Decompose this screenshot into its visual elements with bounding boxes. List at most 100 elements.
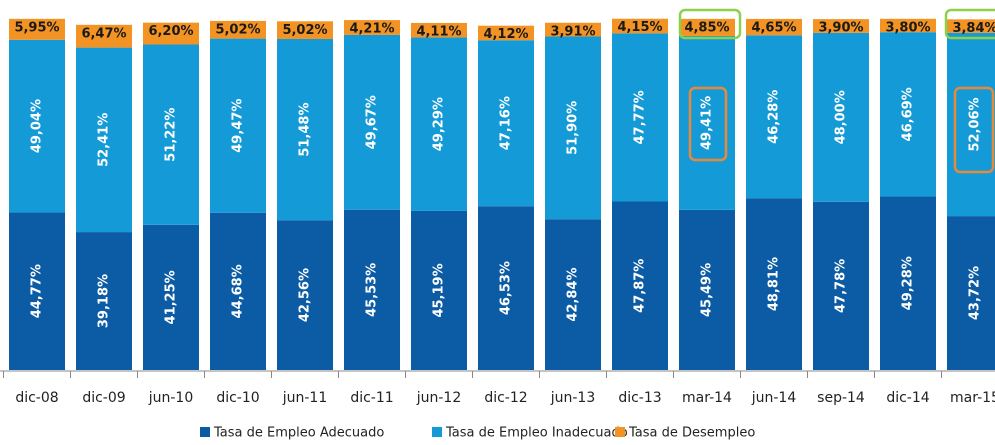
data-label: 4,12%: [483, 27, 528, 42]
bar-segment: [478, 206, 534, 370]
data-label: 49,04%: [30, 99, 45, 153]
bar-segment: [679, 18, 735, 36]
x-tick-label: dic-12: [484, 390, 527, 406]
bar-segment: [612, 201, 668, 370]
x-tick-label: jun-11: [282, 390, 328, 406]
x-tick-label: jun-14: [751, 390, 797, 406]
bar-segment: [679, 209, 735, 370]
bar-segment: [9, 212, 65, 370]
data-label: 49,29%: [432, 97, 447, 151]
highlight-box: [688, 86, 728, 162]
data-label: 47,16%: [499, 96, 514, 150]
data-label: 3,84%: [952, 21, 995, 36]
data-label: 51,48%: [298, 103, 313, 157]
data-label: 46,28%: [767, 90, 782, 144]
bar-segment: [76, 232, 132, 370]
bar-segment: [746, 35, 802, 199]
data-label: 3,80%: [885, 20, 930, 35]
bar-segment: [76, 47, 132, 233]
bar-segment: [478, 40, 534, 207]
data-label: 49,28%: [901, 256, 916, 310]
bar-segment: [277, 220, 333, 370]
bar-segment: [813, 32, 869, 202]
legend-swatch: [200, 427, 210, 437]
bar-segment: [210, 38, 266, 213]
data-label: 46,53%: [499, 261, 514, 315]
data-label: 3,91%: [550, 24, 595, 39]
bar-segment: [880, 32, 936, 197]
legend-label: Tasa de Empleo Inadecuado: [445, 426, 628, 441]
data-label: 52,06%: [968, 97, 983, 151]
x-tick-label: dic-09: [82, 390, 125, 406]
bar-segment: [210, 20, 266, 39]
bar-segment: [9, 39, 65, 213]
bar-segment: [76, 24, 132, 48]
bar-segment: [545, 219, 601, 370]
data-label: 5,02%: [282, 23, 327, 38]
bar-segment: [143, 224, 199, 370]
data-label: 6,20%: [148, 24, 193, 39]
data-label: 45,49%: [700, 263, 715, 317]
highlights: [678, 8, 995, 174]
data-label: 4,65%: [751, 20, 796, 35]
bar-segment: [746, 198, 802, 370]
data-label: 5,02%: [215, 22, 260, 37]
data-label: 51,90%: [566, 101, 581, 155]
highlight-box: [678, 8, 742, 40]
legend-label: Tasa de Desempleo: [628, 426, 755, 441]
data-label: 3,90%: [818, 21, 863, 36]
bar-segment: [947, 19, 995, 33]
bar-segment: [545, 22, 601, 37]
bar-segment: [813, 201, 869, 370]
data-label: 49,67%: [365, 95, 380, 149]
x-tick-label: mar-15: [950, 390, 995, 406]
data-label: 5,95%: [14, 20, 59, 35]
legend-label: Tasa de Empleo Adecuado: [213, 426, 384, 441]
bar-segment: [612, 18, 668, 34]
bar-segment: [143, 44, 199, 225]
data-label: 51,22%: [164, 108, 179, 162]
bar-segment: [411, 37, 467, 211]
x-tick-label: dic-13: [618, 390, 661, 406]
x-tick-label: jun-13: [550, 390, 596, 406]
bar-segment: [612, 33, 668, 202]
x-tick-label: sep-14: [817, 390, 865, 406]
data-label: 6,47%: [81, 26, 126, 41]
data-label: 48,00%: [834, 90, 849, 144]
data-label: 44,77%: [30, 264, 45, 318]
bar-segment: [545, 36, 601, 220]
x-tick-label: dic-08: [15, 390, 58, 406]
data-label: 47,77%: [633, 90, 648, 144]
data-label: 42,56%: [298, 268, 313, 322]
data-label: 49,47%: [231, 99, 246, 153]
highlight-box: [944, 8, 995, 40]
data-label: 4,85%: [684, 20, 729, 35]
highlight-box: [953, 86, 995, 174]
bar-segment: [210, 212, 266, 370]
data-label: 52,41%: [97, 113, 112, 167]
data-label: 4,21%: [349, 22, 394, 37]
bar-segment: [143, 22, 199, 45]
bar-segment: [411, 22, 467, 38]
data-label: 47,87%: [633, 259, 648, 313]
data-label: 45,53%: [365, 263, 380, 317]
legend-swatch: [615, 427, 625, 437]
data-label: 45,19%: [432, 263, 447, 317]
bar-segment: [478, 25, 534, 41]
data-label: 4,11%: [416, 24, 461, 39]
bar-segment: [277, 38, 333, 221]
data-label: 44,68%: [231, 264, 246, 318]
bar-segment: [344, 209, 400, 370]
data-label: 43,72%: [968, 266, 983, 320]
bar-segment: [746, 18, 802, 36]
bar-segment: [880, 18, 936, 33]
data-label: 48,81%: [767, 257, 782, 311]
data-label: 46,69%: [901, 87, 916, 141]
legend-swatch: [432, 427, 442, 437]
bar-segment: [344, 20, 400, 35]
bar-segment: [813, 19, 869, 33]
x-tick-label: jun-12: [416, 390, 462, 406]
data-label: 4,15%: [617, 20, 662, 35]
x-tick-label: dic-14: [886, 390, 929, 406]
